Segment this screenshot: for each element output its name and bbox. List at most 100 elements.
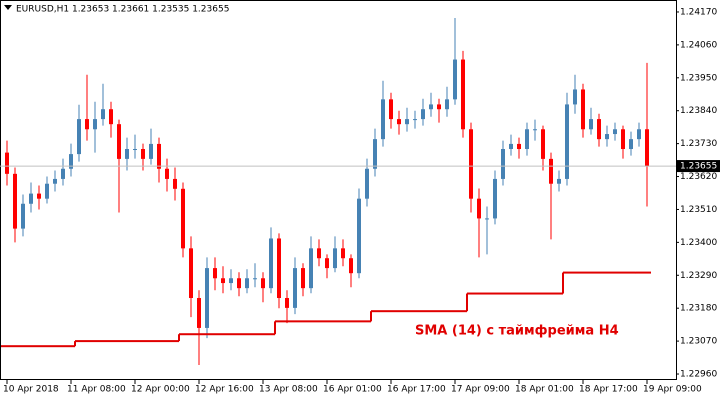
candle-body <box>485 218 489 220</box>
candle-body <box>133 149 137 151</box>
y-tick-label: 1.23840 <box>680 106 717 116</box>
candle-body <box>549 158 553 184</box>
candle-body <box>101 109 105 120</box>
x-tick-label: 19 Apr 09:00 <box>643 385 702 395</box>
candle-body <box>85 119 89 130</box>
candle-body <box>325 258 329 269</box>
candle-body <box>541 129 545 159</box>
y-tick-label: 1.23950 <box>680 73 717 83</box>
candle-body <box>517 143 521 150</box>
candle-body <box>229 278 233 284</box>
candle-body <box>469 129 473 199</box>
candle-body <box>157 143 161 169</box>
y-tick-label: 1.23290 <box>680 271 717 281</box>
candle-body <box>93 119 97 130</box>
candle-body <box>205 268 209 328</box>
x-tick-label: 10 Apr 2018 <box>3 385 59 395</box>
candle-body <box>645 129 649 167</box>
x-tick-label: 16 Apr 17:00 <box>387 385 446 395</box>
candle-body <box>445 99 449 110</box>
candle-body <box>5 152 9 174</box>
candle-body <box>165 168 169 179</box>
candle-body <box>293 268 297 308</box>
candle-body <box>29 193 33 204</box>
last-price-box <box>677 160 720 173</box>
candle-body <box>69 154 73 169</box>
candle-body <box>597 119 601 140</box>
candle-body <box>405 119 409 125</box>
candle-body <box>253 278 257 280</box>
candle-body <box>477 198 481 219</box>
y-tick-label: 1.23510 <box>680 205 717 215</box>
candle-body <box>317 248 321 259</box>
candle-body <box>365 168 369 199</box>
candle-body <box>45 183 49 199</box>
y-tick-label: 1.23180 <box>680 304 717 314</box>
candle-body <box>581 89 585 130</box>
y-tick-label: 1.22960 <box>680 370 717 380</box>
candle-body <box>37 193 41 199</box>
x-tick-label: 12 Apr 00:00 <box>131 385 190 395</box>
candle-body <box>245 278 249 289</box>
candle-body <box>453 59 457 100</box>
candle-body <box>565 104 569 179</box>
y-tick-label: 1.23620 <box>680 172 717 182</box>
candle-body <box>149 143 153 159</box>
candle-body <box>421 109 425 120</box>
candle-body <box>573 89 577 105</box>
candle-body <box>397 119 401 125</box>
candle-body <box>173 178 177 189</box>
candle-body <box>261 278 265 289</box>
candle-body <box>613 129 617 135</box>
x-tick-label: 13 Apr 08:00 <box>259 385 318 395</box>
candle-body <box>213 268 217 279</box>
candle-body <box>309 248 313 289</box>
candle-body <box>525 129 529 150</box>
candle-body <box>501 149 505 179</box>
candle-body <box>629 139 633 150</box>
candle-body <box>349 258 353 274</box>
x-tick-label: 18 Apr 17:00 <box>579 385 638 395</box>
candle-body <box>53 178 57 184</box>
annotation: SMA (14) с таймфрейма H4 <box>415 324 619 339</box>
candle-body <box>301 268 305 289</box>
x-tick-label: 12 Apr 16:00 <box>195 385 254 395</box>
candle-body <box>357 198 361 274</box>
x-tick-label: 16 Apr 01:00 <box>323 385 382 395</box>
candle-body <box>493 178 497 219</box>
candle-body <box>621 129 625 150</box>
candle-body <box>557 178 561 184</box>
candle-body <box>341 248 345 259</box>
x-tick-label: 11 Apr 08:00 <box>67 385 126 395</box>
candle-body <box>77 119 81 155</box>
candle-body <box>61 168 65 179</box>
y-tick-label: 1.23730 <box>680 139 717 149</box>
candle-body <box>533 129 537 131</box>
x-tick-label: 18 Apr 01:00 <box>515 385 574 395</box>
candle-body <box>437 104 441 110</box>
candle-body <box>21 203 25 229</box>
candle-body <box>117 124 121 159</box>
candle-body <box>221 278 225 284</box>
candle-body <box>389 99 393 120</box>
candle-body <box>197 298 201 328</box>
candle-body <box>13 173 17 229</box>
candle-body <box>461 59 465 130</box>
y-tick-label: 1.23070 <box>680 337 717 347</box>
candle-body <box>589 119 593 130</box>
candle-body <box>181 188 185 249</box>
candle-body <box>269 238 273 289</box>
plot-frame <box>0 0 677 380</box>
candle-body <box>141 149 145 159</box>
dropdown-icon <box>4 5 12 10</box>
candle-body <box>109 109 113 125</box>
candle-body <box>373 139 377 169</box>
candle-body <box>189 248 193 299</box>
y-tick-label: 1.24170 <box>680 7 717 17</box>
candle-body <box>285 298 289 308</box>
candle-body <box>413 119 417 121</box>
candle-body <box>333 248 337 269</box>
candle-body <box>237 278 241 289</box>
candle-body <box>125 149 129 159</box>
